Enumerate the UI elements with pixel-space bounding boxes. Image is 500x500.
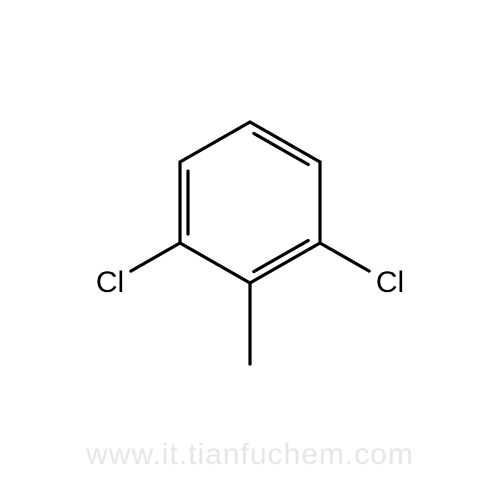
bond-layer (0, 0, 500, 500)
atom-label-cl1: Cl (376, 266, 404, 300)
atom-label-cl2: Cl (96, 266, 124, 300)
watermark-text: www.it.tianfuchem.com (86, 438, 414, 472)
molecule-diagram: { "structure": { "type": "chemical-struc… (0, 0, 500, 500)
